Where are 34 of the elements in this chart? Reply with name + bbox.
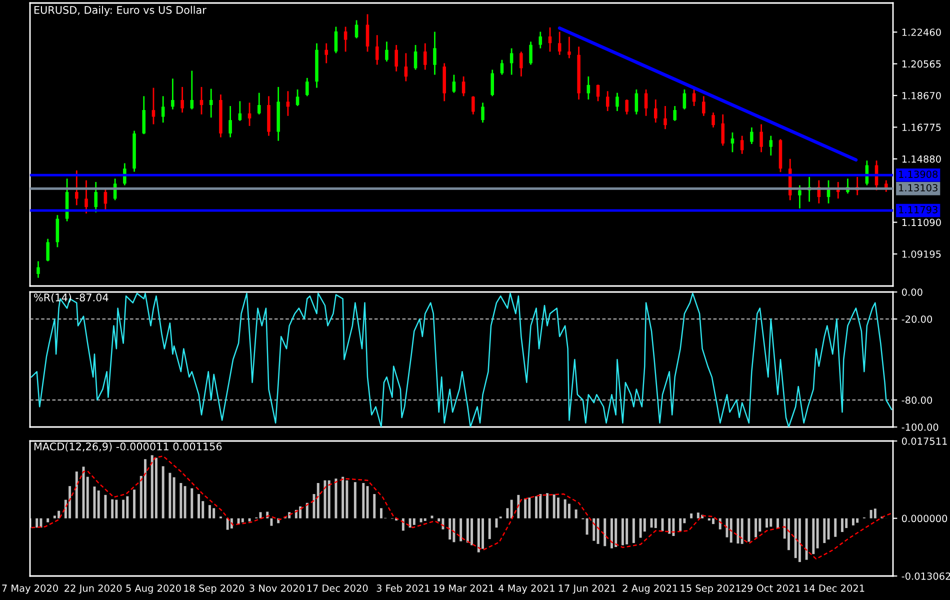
y-tick-label: 1.22460: [902, 28, 941, 36]
y-tick-label: 1.20565: [902, 60, 941, 68]
y-tick-label: 1.14880: [902, 155, 941, 163]
x-tick-label: 7 May 2020: [2, 584, 58, 594]
y-tick-label: -100.00: [902, 423, 938, 431]
x-tick-label: 17 Dec 2020: [307, 584, 368, 592]
x-tick-label: 29 Oct 2021: [742, 584, 800, 592]
chart-title: %R(14) -87.04: [34, 293, 108, 303]
ref-line-label: 1.11793: [899, 206, 938, 214]
y-tick-label: -80.00: [902, 396, 932, 404]
ref-line-label: 1.13103: [899, 184, 938, 192]
y-tick-label: 1.11090: [902, 218, 941, 226]
x-tick-label: 14 Dec 2021: [804, 584, 864, 592]
x-tick-label: 4 May 2021: [498, 584, 554, 594]
x-tick-label: 18 Sep 2020: [184, 584, 244, 594]
chart-title: EURUSD, Daily: Euro vs US Dollar: [34, 6, 206, 16]
y-tick-label: 0.000000: [902, 514, 948, 522]
x-tick-label: 17 Jun 2021: [558, 584, 616, 594]
x-tick-label: 22 Jun 2020: [64, 584, 122, 594]
y-tick-label: 1.09195: [902, 250, 941, 258]
chart-title: MACD(12,26,9) -0.000011 0.001156: [34, 442, 222, 452]
x-tick-label: 3 Feb 2021: [376, 584, 430, 592]
x-tick-label: 19 Mar 2021: [434, 584, 494, 592]
y-tick-label: 1.16775: [902, 124, 941, 132]
y-tick-label: 0.017511: [902, 437, 947, 445]
x-tick-label: 3 Nov 2020: [250, 584, 304, 592]
ref-line-label: 1.13908: [899, 170, 938, 178]
x-tick-label: 5 Aug 2020: [126, 584, 181, 594]
x-tick-label: 15 Sep 2021: [680, 584, 740, 594]
y-tick-label: -0.013062: [902, 572, 950, 580]
x-tick-label: 2 Aug 2021: [622, 584, 678, 594]
y-tick-label: 1.18670: [902, 92, 941, 100]
y-tick-label: 0.00: [902, 288, 922, 296]
y-tick-label: -20.00: [902, 315, 932, 323]
